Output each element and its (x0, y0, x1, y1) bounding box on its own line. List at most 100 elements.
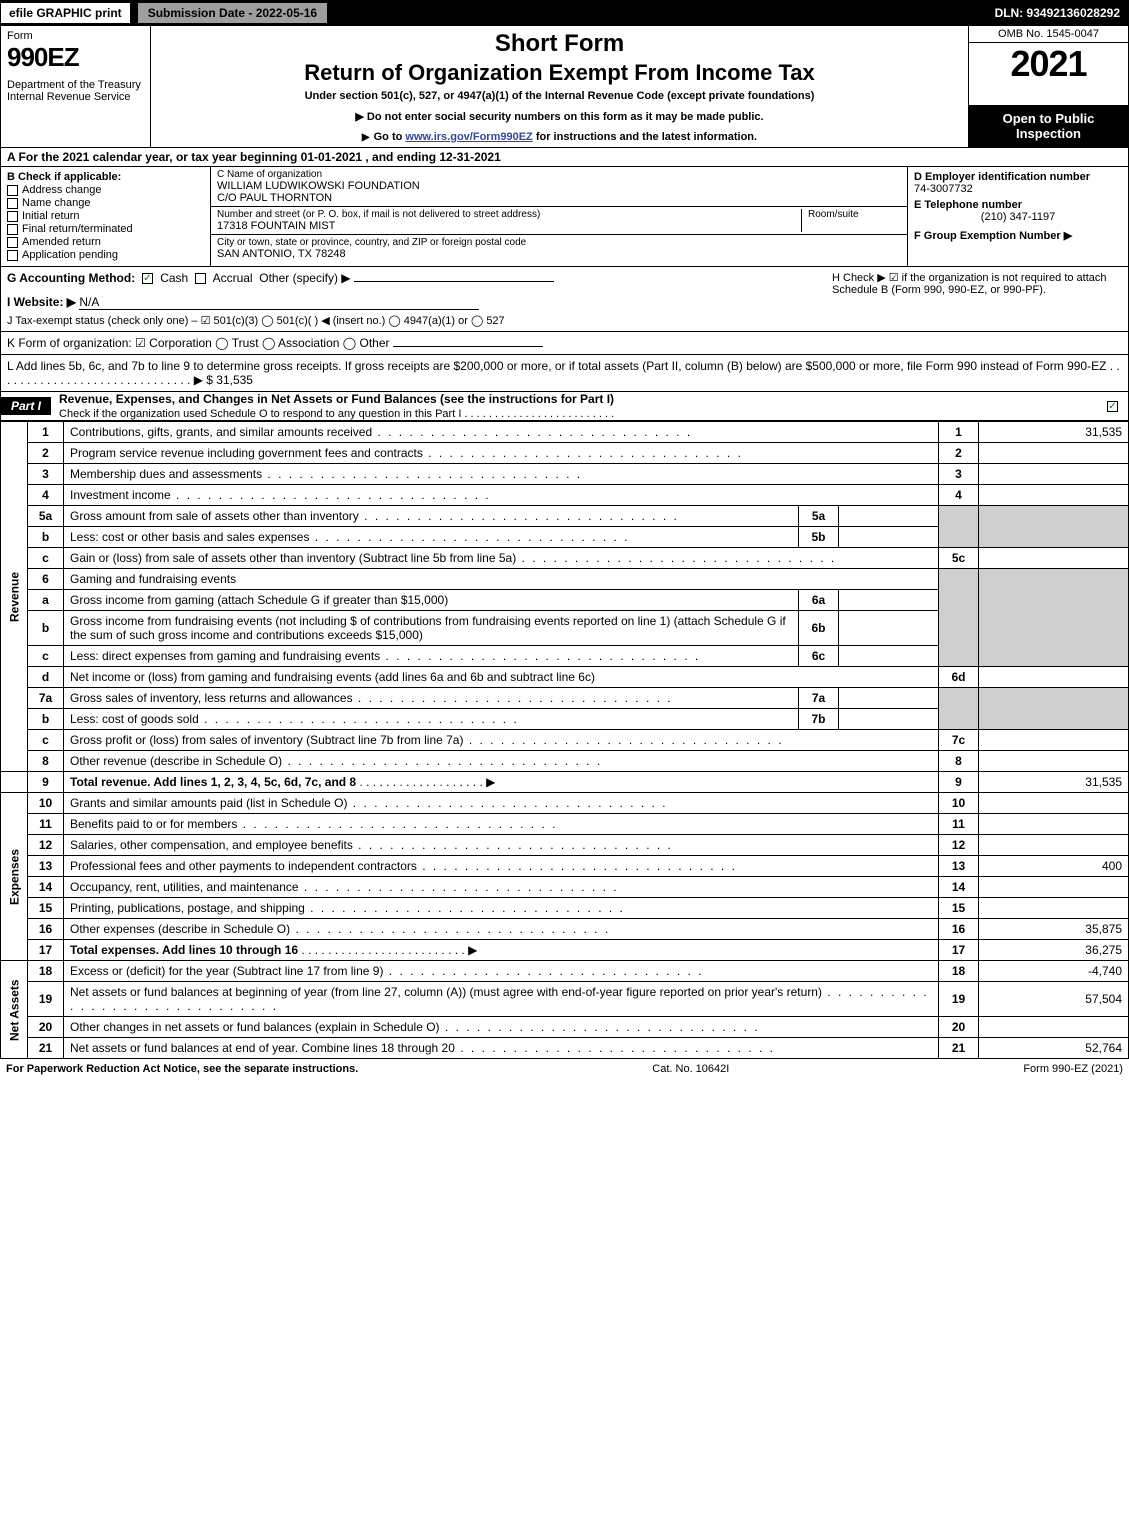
line-desc: Gaming and fundraising events (64, 569, 939, 590)
line-rnum: 12 (939, 835, 979, 856)
shade-cell (939, 688, 979, 730)
line-value (979, 485, 1129, 506)
line-desc: Gross income from fundraising events (no… (64, 611, 799, 646)
line-value: 52,764 (979, 1038, 1129, 1059)
line-num: 10 (28, 793, 64, 814)
org-name: WILLIAM LUDWIKOWSKI FOUNDATION (217, 180, 901, 192)
C-name-label: C Name of organization (217, 169, 901, 180)
line-num: 4 (28, 485, 64, 506)
telephone-value: (210) 347-1197 (914, 211, 1122, 223)
line-num: b (28, 611, 64, 646)
return-title: Return of Organization Exempt From Incom… (155, 60, 964, 86)
line-value (979, 1017, 1129, 1038)
tax-year: 2021 (969, 43, 1128, 87)
line-desc: Less: cost of goods sold (64, 709, 799, 730)
line-value (979, 443, 1129, 464)
chk-label: Application pending (22, 249, 118, 261)
line-value: -4,740 (979, 961, 1129, 982)
revenue-section-label: Revenue (1, 422, 28, 772)
subline-value (839, 709, 939, 730)
part-I-title: Revenue, Expenses, and Changes in Net As… (59, 392, 614, 406)
expenses-section-label: Expenses (1, 793, 28, 961)
G-accounting-method: G Accounting Method: Cash Accrual Other … (7, 271, 822, 285)
line-rnum: 4 (939, 485, 979, 506)
line-num: 19 (28, 982, 64, 1017)
line-num: 15 (28, 898, 64, 919)
line-num: 8 (28, 751, 64, 772)
I-label: I Website: ▶ (7, 295, 76, 309)
line-num: 21 (28, 1038, 64, 1059)
line-num: 16 (28, 919, 64, 940)
line-num: b (28, 527, 64, 548)
header-right: OMB No. 1545-0047 2021 Open to Public In… (968, 26, 1128, 147)
other-org-input[interactable] (393, 346, 543, 347)
footer-catno: Cat. No. 10642I (652, 1063, 729, 1075)
line-value (979, 793, 1129, 814)
line-num: 7a (28, 688, 64, 709)
other-specify-input[interactable] (354, 281, 554, 282)
schedule-o-check[interactable] (1107, 399, 1128, 413)
subline-num: 6c (799, 646, 839, 667)
section-BCDE: B Check if applicable: Address change Na… (0, 167, 1129, 267)
line-num: a (28, 590, 64, 611)
J-tax-exempt: J Tax-exempt status (check only one) – ☑… (7, 314, 822, 327)
I-website-row: I Website: ▶ N/A (7, 295, 822, 310)
lines-table: Revenue 1 Contributions, gifts, grants, … (0, 421, 1129, 1059)
line-desc: Grants and similar amounts paid (list in… (64, 793, 939, 814)
line-desc: Gain or (loss) from sale of assets other… (64, 548, 939, 569)
chk-accrual[interactable] (195, 273, 206, 284)
line-rnum: 11 (939, 814, 979, 835)
top-bar: efile GRAPHIC print Submission Date - 20… (0, 0, 1129, 26)
shade-cell (979, 506, 1129, 548)
chk-initial-return[interactable]: Initial return (7, 210, 204, 222)
form-number: 990EZ (7, 42, 144, 73)
chk-cash[interactable] (142, 273, 153, 284)
open-inspection-box: Open to Public Inspection (969, 105, 1128, 147)
line-value (979, 548, 1129, 569)
line-value (979, 877, 1129, 898)
chk-name-change[interactable]: Name change (7, 197, 204, 209)
chk-amended-return[interactable]: Amended return (7, 236, 204, 248)
line-desc: Benefits paid to or for members (64, 814, 939, 835)
chk-final-return[interactable]: Final return/terminated (7, 223, 204, 235)
line-desc: Gross amount from sale of assets other t… (64, 506, 799, 527)
subline-value (839, 688, 939, 709)
section-DEF: D Employer identification number 74-3007… (908, 167, 1128, 266)
line-num: 3 (28, 464, 64, 485)
irs-link[interactable]: www.irs.gov/Form990EZ (405, 131, 532, 143)
line-desc: Less: cost or other basis and sales expe… (64, 527, 799, 548)
subline-num: 6a (799, 590, 839, 611)
footer-formref: Form 990-EZ (2021) (1023, 1063, 1123, 1075)
form-header: Form 990EZ Department of the Treasury In… (0, 26, 1129, 148)
line-value (979, 835, 1129, 856)
line-num: c (28, 646, 64, 667)
line-rnum: 21 (939, 1038, 979, 1059)
chk-address-change[interactable]: Address change (7, 184, 204, 196)
E-tel-label: E Telephone number (914, 199, 1122, 211)
line-rnum: 16 (939, 919, 979, 940)
line-num: d (28, 667, 64, 688)
line-value (979, 814, 1129, 835)
room-suite-label: Room/suite (808, 209, 901, 220)
chk-label: Initial return (22, 210, 79, 222)
efile-print-label[interactable]: efile GRAPHIC print (1, 3, 132, 23)
line-value (979, 751, 1129, 772)
line-desc: Total revenue. Add lines 1, 2, 3, 4, 5c,… (64, 772, 939, 793)
line-num: 6 (28, 569, 64, 590)
shade-cell (939, 569, 979, 667)
line-desc: Printing, publications, postage, and shi… (64, 898, 939, 919)
chk-label: Name change (22, 197, 91, 209)
H-schedule-b: H Check ▶ ☑ if the organization is not r… (822, 271, 1122, 296)
line-num: 1 (28, 422, 64, 443)
ein-value: 74-3007732 (914, 183, 1122, 195)
shade-cell (979, 569, 1129, 667)
line-desc: Gross income from gaming (attach Schedul… (64, 590, 799, 611)
submission-date-box: Submission Date - 2022-05-16 (136, 1, 329, 25)
line-desc: Gross profit or (loss) from sales of inv… (64, 730, 939, 751)
chk-application-pending[interactable]: Application pending (7, 249, 204, 261)
blank-cell (1, 772, 28, 793)
line-value: 36,275 (979, 940, 1129, 961)
line-num: 14 (28, 877, 64, 898)
department-label: Department of the Treasury Internal Reve… (7, 79, 144, 103)
line-num: 11 (28, 814, 64, 835)
